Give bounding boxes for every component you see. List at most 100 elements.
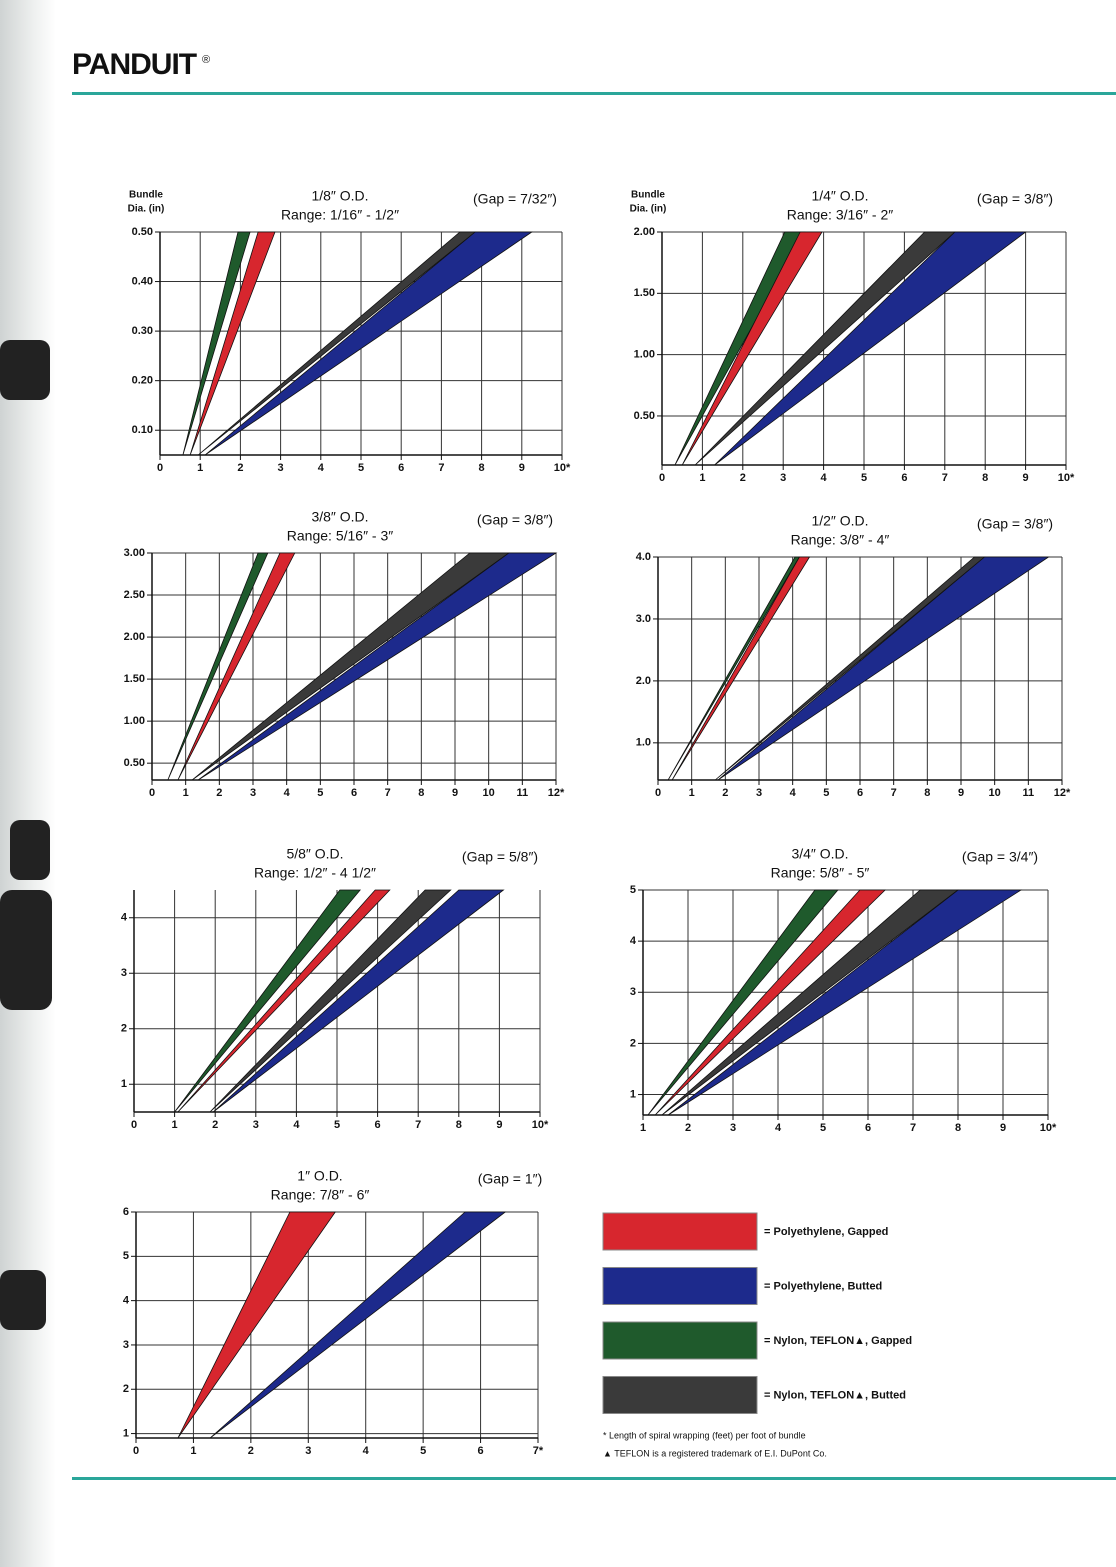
y-axis-label: Dia. (in): [630, 204, 667, 215]
band: [667, 556, 801, 781]
x-tick-label: 9: [1000, 1122, 1006, 1134]
x-tick-label: 0: [149, 787, 155, 799]
y-axis-label: Bundle: [631, 190, 665, 201]
chart-range: Range: 3/8″ - 4″: [791, 532, 890, 548]
x-tick-label: 6: [478, 1445, 484, 1457]
chart-gap: (Gap = 3/8″): [977, 191, 1053, 207]
x-tick-label: 7: [910, 1122, 916, 1134]
x-tick-label: 11: [517, 787, 529, 799]
header-rule: [72, 92, 1116, 95]
band: [661, 889, 960, 1116]
y-tick-label: 2.00: [124, 631, 145, 643]
chart-title: 3/8″ O.D.: [311, 509, 368, 525]
band: [182, 231, 251, 456]
footnote: ▲ TEFLON is a registered trademark of E.…: [603, 1448, 827, 1458]
x-tick-label: 5: [334, 1119, 340, 1131]
legend-label: = Nylon, TEFLON▲, Butted: [764, 1389, 906, 1401]
x-tick-label: 4: [284, 787, 291, 799]
chart-gap: (Gap = 3/4″): [962, 849, 1038, 865]
x-tick-label: 6: [865, 1122, 871, 1134]
legend-label: = Polyethylene, Gapped: [764, 1226, 888, 1238]
legend-label: = Polyethylene, Butted: [764, 1280, 882, 1292]
band: [717, 556, 1050, 781]
y-tick-label: 0.50: [132, 226, 153, 238]
band: [212, 889, 505, 1113]
band: [177, 552, 296, 781]
x-tick-label: 12*: [1054, 787, 1071, 799]
x-tick-label: 0: [655, 787, 661, 799]
x-tick-label: 1: [640, 1122, 646, 1134]
x-tick-label: 5: [820, 1122, 826, 1134]
x-tick-label: 6: [375, 1119, 381, 1131]
x-tick-label: 7: [891, 787, 897, 799]
y-tick-label: 0.30: [132, 325, 153, 337]
x-tick-label: 4: [775, 1122, 782, 1134]
x-tick-label: 9: [958, 787, 964, 799]
y-tick-label: 1.00: [634, 349, 655, 361]
band: [209, 1211, 507, 1439]
x-tick-label: 10*: [1040, 1122, 1057, 1134]
side-strip: [0, 0, 56, 1567]
y-tick-label: 4: [123, 1295, 130, 1307]
y-tick-label: 2: [121, 1023, 127, 1035]
chart-title: 1″ O.D.: [297, 1168, 342, 1184]
x-tick-label: 0: [157, 462, 163, 474]
x-tick-label: 6: [398, 462, 404, 474]
x-tick-label: 6: [857, 787, 863, 799]
chart-range: Range: 5/8″ - 5″: [771, 865, 870, 881]
x-tick-label: 1: [197, 462, 203, 474]
band: [714, 556, 986, 781]
band: [714, 231, 1027, 466]
x-tick-label: 9: [452, 787, 458, 799]
band: [667, 889, 1023, 1116]
x-tick-label: 6: [351, 787, 357, 799]
y-tick-label: 0.50: [634, 410, 655, 422]
y-tick-label: 1: [121, 1078, 127, 1090]
band: [671, 556, 811, 781]
x-tick-label: 1: [699, 472, 705, 484]
legend-swatch: [602, 1321, 758, 1360]
x-tick-label: 1: [190, 1445, 196, 1457]
chart-range: Range: 7/8″ - 6″: [271, 1187, 370, 1203]
x-tick-label: 2: [685, 1122, 691, 1134]
side-decor: [0, 340, 52, 1330]
chart-gap: (Gap = 5/8″): [462, 849, 538, 865]
x-tick-label: 2: [722, 787, 728, 799]
x-tick-label: 3: [305, 1445, 311, 1457]
x-tick-label: 4: [363, 1445, 370, 1457]
band: [177, 1211, 337, 1439]
x-tick-label: 1: [689, 787, 695, 799]
logo-mark: ®: [202, 54, 210, 66]
legend-swatch: [602, 1376, 758, 1414]
chart-range: Range: 3/16″ - 2″: [787, 207, 893, 223]
footer-rule: [72, 1477, 1116, 1480]
x-tick-label: 8: [479, 462, 485, 474]
y-tick-label: 0.20: [132, 375, 153, 387]
y-tick-label: 2: [123, 1383, 129, 1395]
band: [197, 552, 558, 781]
y-tick-label: 2.50: [124, 589, 145, 601]
y-axis-label: Dia. (in): [128, 204, 165, 215]
x-tick-label: 5: [358, 462, 364, 474]
chart-range: Range: 1/2″ - 4 1/2″: [254, 865, 376, 881]
y-tick-label: 2.00: [634, 226, 655, 238]
x-tick-label: 6: [901, 472, 907, 484]
x-tick-label: 10: [989, 787, 1001, 799]
x-tick-label: 2: [248, 1445, 254, 1457]
chart-range: Range: 5/16″ - 3″: [287, 528, 393, 544]
x-tick-label: 4: [293, 1119, 300, 1131]
chart-title: 3/4″ O.D.: [791, 846, 848, 862]
chart-title: 1/4″ O.D.: [811, 188, 868, 204]
x-tick-label: 2: [212, 1119, 218, 1131]
chart-range: Range: 1/16″ - 1/2″: [281, 207, 399, 223]
y-tick-label: 1: [630, 1088, 636, 1100]
x-tick-label: 7: [438, 462, 444, 474]
band: [197, 231, 477, 456]
band: [191, 552, 511, 781]
x-tick-label: 3: [253, 1119, 259, 1131]
x-tick-label: 8: [456, 1119, 462, 1131]
y-tick-label: 1.0: [636, 737, 651, 749]
y-tick-label: 3: [123, 1339, 129, 1351]
chart-gap: (Gap = 7/32″): [473, 191, 557, 207]
